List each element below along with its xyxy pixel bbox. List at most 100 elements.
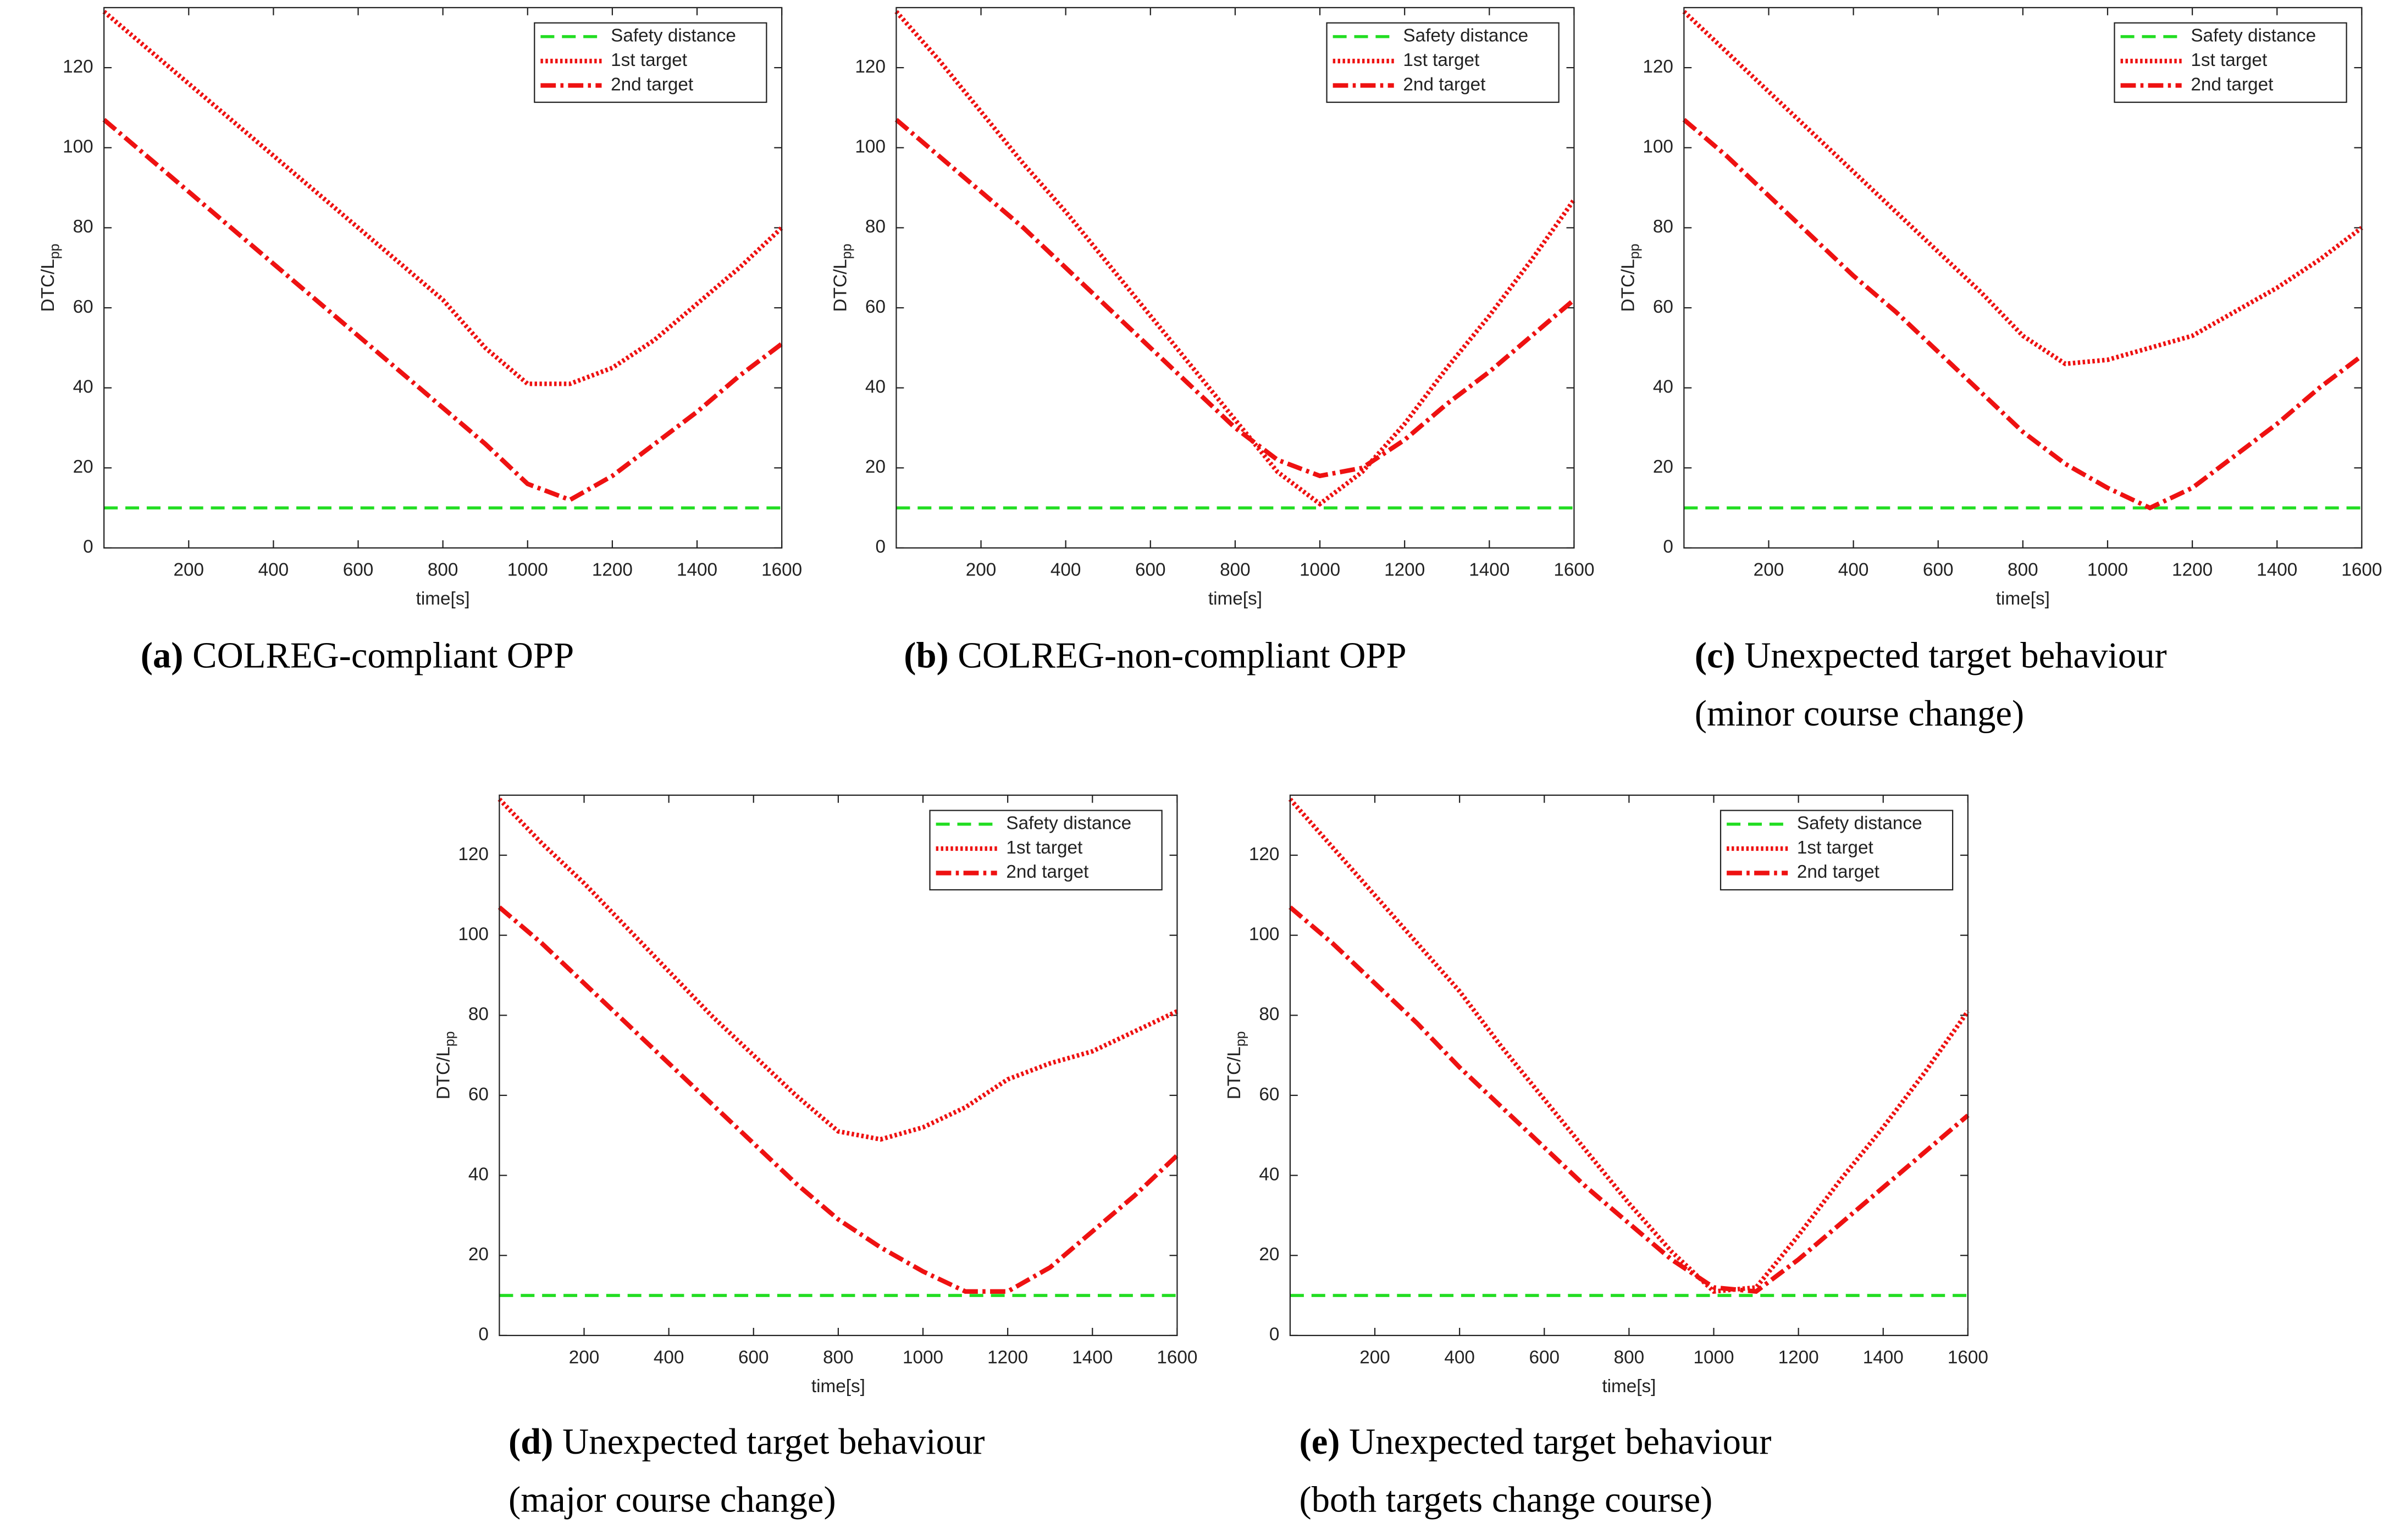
x-tick-label: 1400 bbox=[1072, 1347, 1113, 1367]
chart-panel: 0 20 40 60 80 100 120 200 400 600 800 1000 1200 1400 1… bbox=[830, 7, 1594, 676]
y-tick-label: 60 bbox=[1259, 1084, 1279, 1105]
x-tick-label: 600 bbox=[738, 1347, 769, 1367]
x-tick-label: 400 bbox=[1051, 560, 1081, 580]
series-line bbox=[1288, 797, 1970, 1294]
y-tick-label: 80 bbox=[73, 217, 93, 237]
x-tick-label: 1200 bbox=[987, 1347, 1028, 1367]
x-tick-label: 600 bbox=[1135, 560, 1166, 580]
caption-label: (a) bbox=[141, 636, 184, 676]
x-tick-label: 200 bbox=[1359, 1347, 1390, 1367]
y-tick-label: 40 bbox=[1259, 1164, 1279, 1184]
y-tick-label: 100 bbox=[855, 137, 886, 157]
caption: (d) Unexpected target behaviour bbox=[508, 1422, 985, 1462]
y-axis-label: DTC/Lpp bbox=[1618, 243, 1642, 312]
x-tick-label: 1000 bbox=[2087, 560, 2128, 580]
series-line bbox=[894, 10, 1576, 507]
y-tick-label: 0 bbox=[478, 1325, 489, 1345]
y-tick-label: 0 bbox=[1663, 537, 1673, 557]
legend-label: Safety distance bbox=[1797, 813, 1922, 833]
y-tick-label: 120 bbox=[458, 844, 489, 865]
y-axis-label-sub: pp bbox=[47, 243, 62, 259]
x-tick-label: 400 bbox=[1444, 1347, 1475, 1367]
y-tick-label: 0 bbox=[83, 537, 93, 557]
series-line bbox=[1682, 118, 2363, 511]
y-axis-label-sub: pp bbox=[442, 1031, 457, 1046]
x-tick-label: 1400 bbox=[1863, 1347, 1904, 1367]
legend-label: 2nd target bbox=[1403, 74, 1486, 95]
series-line bbox=[1682, 10, 2363, 367]
axes-frame bbox=[895, 7, 1575, 549]
y-tick-label: 40 bbox=[73, 376, 93, 397]
x-tick-label: 400 bbox=[654, 1347, 684, 1367]
y-tick-label: 40 bbox=[865, 376, 886, 397]
x-tick-label: 600 bbox=[343, 560, 374, 580]
legend-label: Safety distance bbox=[1403, 25, 1528, 46]
x-tick-label: 1400 bbox=[2257, 560, 2297, 580]
legend-label: 1st target bbox=[1797, 838, 1874, 858]
y-tick-label: 40 bbox=[468, 1164, 489, 1184]
chart-panel: 0 20 40 60 80 100 120 200 400 600 800 1000 1200 1400 1… bbox=[1618, 7, 2382, 734]
x-tick-label: 1600 bbox=[1948, 1347, 1988, 1367]
x-axis-label: time[s] bbox=[416, 589, 470, 609]
x-tick-label: 1400 bbox=[677, 560, 717, 580]
x-tick-label: 1000 bbox=[507, 560, 548, 580]
y-tick-label: 60 bbox=[1653, 297, 1673, 317]
y-tick-label: 20 bbox=[73, 457, 93, 477]
x-tick-label: 1000 bbox=[1693, 1347, 1734, 1367]
y-tick-label: 120 bbox=[63, 57, 93, 77]
y-tick-label: 80 bbox=[1653, 217, 1673, 237]
x-axis-label: time[s] bbox=[1996, 589, 2050, 609]
x-tick-label: 800 bbox=[1220, 560, 1251, 580]
x-tick-label: 800 bbox=[428, 560, 458, 580]
x-tick-label: 400 bbox=[258, 560, 289, 580]
y-tick-label: 20 bbox=[468, 1244, 489, 1265]
x-tick-label: 400 bbox=[1838, 560, 1869, 580]
x-tick-label: 1000 bbox=[1300, 560, 1340, 580]
x-tick-label: 800 bbox=[1614, 1347, 1645, 1367]
caption: (minor course change) bbox=[1695, 694, 2024, 734]
y-tick-label: 20 bbox=[1653, 457, 1673, 477]
x-tick-label: 1200 bbox=[2172, 560, 2213, 580]
y-axis-label-sub: pp bbox=[1627, 243, 1642, 259]
caption-text: Unexpected target behaviour bbox=[1744, 636, 2166, 676]
y-axis-label: DTC/Lpp bbox=[433, 1031, 457, 1099]
y-tick-label: 80 bbox=[468, 1004, 489, 1024]
legend-label: 2nd target bbox=[1006, 862, 1089, 882]
x-tick-label: 200 bbox=[1754, 560, 1784, 580]
caption-label: (c) bbox=[1695, 636, 1735, 676]
x-tick-label: 1000 bbox=[903, 1347, 943, 1367]
legend-label: 1st target bbox=[1006, 838, 1083, 858]
series-line bbox=[102, 118, 783, 503]
caption: (e) Unexpected target behaviour bbox=[1300, 1422, 1772, 1462]
legend-label: 1st target bbox=[2191, 50, 2268, 70]
legend-label: 2nd target bbox=[611, 74, 694, 95]
y-tick-label: 20 bbox=[1259, 1244, 1279, 1265]
axes-frame bbox=[103, 7, 783, 549]
y-axis-label-main: DTC/L bbox=[1224, 1046, 1245, 1099]
caption-text: COLREG-compliant OPP bbox=[192, 636, 574, 676]
y-axis-label: DTC/Lpp bbox=[1224, 1031, 1248, 1099]
y-axis-label-main: DTC/L bbox=[433, 1046, 454, 1099]
y-tick-label: 120 bbox=[1643, 57, 1673, 77]
caption-label: (d) bbox=[508, 1422, 553, 1462]
chart-panel: 0 20 40 60 80 100 120 200 400 600 800 1000 1200 1400 1… bbox=[433, 794, 1197, 1520]
caption-text: Unexpected target behaviour bbox=[1349, 1422, 1771, 1462]
x-tick-label: 800 bbox=[2008, 560, 2038, 580]
series-line bbox=[102, 9, 784, 386]
y-tick-label: 120 bbox=[1249, 844, 1280, 865]
y-tick-label: 0 bbox=[875, 537, 886, 557]
x-tick-label: 1200 bbox=[1384, 560, 1425, 580]
y-tick-label: 80 bbox=[1259, 1004, 1279, 1024]
series-line bbox=[497, 797, 1179, 1142]
legend-label: Safety distance bbox=[2191, 25, 2316, 46]
legend-label: 2nd target bbox=[1797, 862, 1880, 882]
x-tick-label: 800 bbox=[823, 1347, 854, 1367]
x-tick-label: 200 bbox=[966, 560, 997, 580]
legend-box bbox=[1326, 22, 1560, 103]
x-tick-label: 1600 bbox=[1157, 1347, 1197, 1367]
y-tick-label: 120 bbox=[855, 57, 886, 77]
series-line bbox=[497, 905, 1179, 1294]
series-line bbox=[894, 118, 1576, 479]
x-tick-label: 1200 bbox=[1778, 1347, 1819, 1367]
